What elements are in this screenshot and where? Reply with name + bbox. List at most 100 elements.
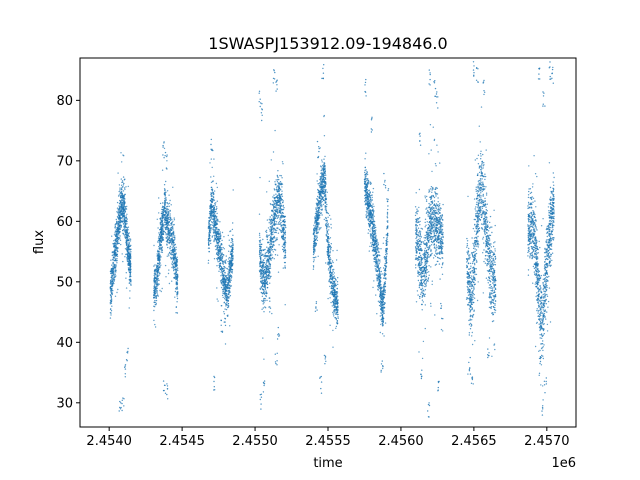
data-point: [214, 220, 217, 222]
data-point: [262, 292, 264, 294]
data-point: [271, 234, 273, 236]
data-point: [161, 246, 163, 249]
data-point: [329, 257, 331, 259]
data-point: [126, 235, 129, 237]
data-point: [172, 239, 174, 241]
data-point: [166, 213, 169, 215]
data-point: [219, 256, 222, 258]
data-point: [333, 302, 335, 304]
data-point: [268, 255, 271, 257]
data-point: [176, 286, 178, 288]
data-point: [314, 222, 316, 224]
data-point: [127, 243, 129, 245]
data-point: [272, 229, 275, 231]
data-point: [325, 227, 328, 230]
data-point: [119, 195, 122, 198]
data-point: [274, 220, 276, 222]
data-point: [159, 289, 161, 292]
data-point: [273, 221, 276, 224]
data-point: [125, 207, 127, 209]
data-point: [116, 255, 119, 257]
data-point: [210, 158, 212, 160]
data-point: [116, 216, 119, 218]
data-point: [122, 199, 124, 202]
data-point: [328, 226, 330, 228]
data-point: [174, 266, 177, 268]
data-point: [217, 229, 219, 231]
data-point: [328, 245, 330, 247]
data-point: [175, 288, 177, 290]
data-point: [118, 224, 121, 227]
data-point: [125, 241, 127, 243]
data-point: [265, 275, 267, 278]
data-point: [322, 67, 324, 70]
data-point: [333, 281, 335, 283]
data-point: [128, 282, 131, 284]
data-point: [220, 271, 222, 273]
data-point: [316, 229, 318, 231]
data-point: [272, 220, 274, 222]
data-point: [278, 187, 280, 189]
data-point: [215, 206, 218, 208]
data-point: [262, 337, 264, 339]
data-point: [335, 327, 337, 329]
data-point: [229, 295, 232, 297]
data-point: [122, 207, 124, 209]
data-point: [164, 151, 167, 154]
data-point: [122, 190, 125, 192]
data-point: [270, 241, 272, 243]
data-point: [225, 289, 227, 291]
data-point: [283, 242, 286, 244]
data-point: [159, 244, 161, 246]
data-point: [109, 270, 112, 272]
data-point: [227, 314, 229, 316]
data-point: [164, 231, 167, 234]
data-point: [272, 196, 274, 198]
data-point: [208, 237, 211, 239]
data-point: [266, 246, 268, 248]
data-point: [282, 163, 284, 165]
data-point: [217, 300, 219, 302]
data-point: [220, 283, 223, 285]
data-point: [279, 196, 282, 199]
data-point: [159, 254, 161, 256]
data-point: [232, 246, 234, 249]
data-point: [335, 294, 338, 296]
data-point: [261, 300, 263, 302]
data-point: [173, 269, 175, 272]
data-point: [277, 271, 280, 273]
data-point: [174, 296, 176, 298]
data-point: [264, 300, 266, 302]
data-point: [113, 242, 116, 245]
data-point: [282, 201, 284, 204]
data-point: [220, 319, 222, 322]
data-point: [324, 178, 327, 180]
data-point: [230, 259, 232, 262]
data-point: [161, 206, 164, 209]
data-point: [322, 193, 325, 195]
data-point: [127, 250, 129, 253]
data-point: [162, 222, 164, 224]
data-point: [260, 280, 262, 282]
data-point: [157, 271, 159, 273]
data-point: [117, 226, 120, 228]
data-point: [117, 238, 120, 241]
data-point: [264, 254, 266, 256]
data-point: [208, 233, 210, 236]
data-point: [166, 205, 169, 208]
data-point: [335, 300, 337, 302]
data-point: [270, 210, 273, 212]
data-point: [313, 249, 316, 251]
data-point: [212, 224, 214, 226]
data-point: [130, 284, 132, 286]
data-point: [158, 283, 160, 285]
data-point: [335, 313, 338, 315]
data-point: [115, 251, 117, 253]
data-point: [207, 259, 210, 262]
data-point: [227, 285, 229, 287]
data-point: [172, 220, 174, 222]
data-point: [284, 266, 286, 269]
data-point: [166, 241, 168, 243]
data-point: [277, 333, 280, 335]
data-point: [269, 249, 271, 251]
